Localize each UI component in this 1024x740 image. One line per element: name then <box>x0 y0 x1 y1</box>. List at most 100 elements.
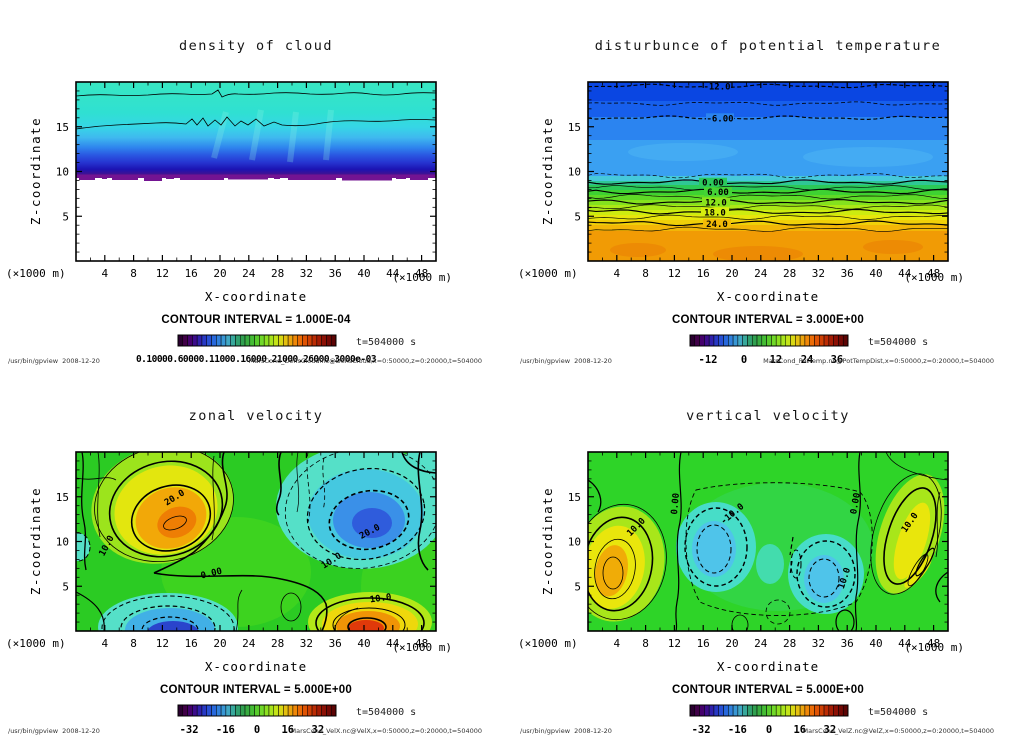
x-tick-label: 48 <box>927 637 940 650</box>
footer-source: MarsCond_PotTemp.nc@PotTempDist,x=0:5000… <box>763 357 994 365</box>
x-tick-label: 44 <box>386 267 400 280</box>
contour-interval-label: CONTOUR INTERVAL = 1.000E-04 <box>161 314 351 326</box>
x-axis-label: X-coordinate <box>716 659 820 674</box>
x-tick-label: 36 <box>841 637 854 650</box>
x-tick-label: 36 <box>329 267 342 280</box>
y-tick-label: 10 <box>56 536 69 549</box>
footer-source: MarsCond_DensCloud.nc@DensCloud,x=0:5000… <box>248 357 482 365</box>
x-tick-label: 28 <box>783 637 796 650</box>
contour-label: 24.0 <box>706 220 728 230</box>
y-tick-label: 10 <box>568 166 581 179</box>
cloud-field <box>76 82 436 261</box>
x-tick-label: 8 <box>130 637 137 650</box>
x-axis-label: X-coordinate <box>204 659 308 674</box>
velz-downdraft-b <box>788 534 864 614</box>
y-axis-label: Z-coordinate <box>540 487 555 595</box>
y-tick-label: 15 <box>56 121 69 134</box>
velx-contour-lines <box>76 452 436 631</box>
colorbar-tick-label: -16 <box>216 724 235 736</box>
cloud-contour-lines <box>76 89 436 130</box>
velz-dashed-contours <box>684 482 873 625</box>
time-label: t=504000 s <box>356 337 417 348</box>
contour-label: -12.0 <box>703 83 730 93</box>
colorbar-tick-label: 32 <box>312 724 325 736</box>
x-tick-label: 40 <box>869 267 882 280</box>
page-title: vertical velocity <box>686 408 850 424</box>
colorbar-tick-label: 24 <box>801 354 814 366</box>
contour-label: 0.00 <box>702 179 724 189</box>
cloud-streaks <box>211 109 334 163</box>
colorbar-tick-label: 36 <box>831 354 844 366</box>
panel-potential-temperature: disturbunce of potential temperature <box>512 0 1024 370</box>
time-label: t=504000 s <box>356 707 417 718</box>
contour-interval-label: CONTOUR INTERVAL = 5.000E+00 <box>671 684 864 696</box>
x-axis-unit: (×1000 m) <box>904 271 964 284</box>
y-axis-unit: (×1000 m) <box>518 267 578 280</box>
y-tick-label: 10 <box>56 166 69 179</box>
colorbar-tick-label: 32 <box>824 724 837 736</box>
velz-updraft-left <box>588 506 665 622</box>
x-tick-label: 4 <box>613 267 620 280</box>
x-tick-label: 20 <box>725 637 738 650</box>
panel-zonal-velocity: zonal velocity <box>0 370 512 740</box>
contour-label: 12.0 <box>705 198 727 208</box>
panel-vertical-velocity: vertical velocity <box>512 370 1024 740</box>
x-tick-label: 48 <box>927 267 940 280</box>
x-tick-label: 44 <box>898 267 912 280</box>
colorbar: -32 -16 0 16 32 <box>689 704 849 736</box>
y-tick-label: 5 <box>574 580 581 593</box>
page-title: disturbunce of potential temperature <box>594 38 942 54</box>
cloud-base-purple-band <box>76 174 436 181</box>
contour-interval-label: CONTOUR INTERVAL = 3.000E+00 <box>671 314 864 326</box>
x-tick-label: 16 <box>185 637 198 650</box>
y-axis-unit: (×1000 m) <box>6 267 66 280</box>
y-tick-label: 15 <box>568 491 581 504</box>
time-label: t=504000 s <box>868 337 929 348</box>
colorbar-tick-label: -32 <box>180 724 199 736</box>
x-tick-label: 4 <box>101 267 108 280</box>
velz-downdraft-a <box>676 502 756 592</box>
x-tick-label: 24 <box>242 267 256 280</box>
x-tick-label: 32 <box>300 267 313 280</box>
x-tick-label: 32 <box>300 637 313 650</box>
velx-surface-easterly <box>98 593 238 631</box>
colorbar-tick-label: 16 <box>281 724 294 736</box>
page-title: zonal velocity <box>188 408 324 424</box>
x-tick-label: 4 <box>101 637 108 650</box>
y-tick-label: 5 <box>574 210 581 223</box>
x-tick-label: 12 <box>668 267 681 280</box>
colorbar: -32 -16 0 16 32 <box>177 704 337 736</box>
time-label: t=504000 s <box>868 707 929 718</box>
x-tick-label: 16 <box>697 267 710 280</box>
page-title: density of cloud <box>178 38 334 54</box>
x-tick-label: 44 <box>386 637 400 650</box>
x-tick-label: 40 <box>357 637 370 650</box>
x-tick-label: 28 <box>783 267 796 280</box>
colorbar-tick-label: 0 <box>766 724 772 736</box>
contour-label: 10.0 <box>369 593 392 606</box>
velx-field: 20.0 10.0 0.00 20.0 10.0 10.0 <box>76 452 436 631</box>
colorbar-tick-label: -12 <box>699 354 718 366</box>
colorbar-tick-label: 12 <box>770 354 783 366</box>
colorbar-tick-label: 0 <box>741 354 747 366</box>
contour-label: 6.00 <box>707 188 729 198</box>
x-tick-label: 8 <box>130 267 137 280</box>
colorbar-tick-label: -16 <box>728 724 747 736</box>
y-tick-label: 5 <box>62 580 69 593</box>
x-tick-label: 20 <box>213 267 226 280</box>
x-tick-label: 4 <box>613 637 620 650</box>
contour-label: 18.0 <box>704 208 726 218</box>
y-tick-label: 15 <box>56 491 69 504</box>
x-tick-label: 24 <box>754 637 768 650</box>
x-tick-label: 36 <box>841 267 854 280</box>
x-tick-label: 20 <box>725 267 738 280</box>
x-tick-label: 20 <box>213 637 226 650</box>
footer-source: MarsCond_VelZ.nc@VelZ,x=0:50000,z=0:2000… <box>802 727 994 735</box>
x-tick-label: 12 <box>156 637 169 650</box>
